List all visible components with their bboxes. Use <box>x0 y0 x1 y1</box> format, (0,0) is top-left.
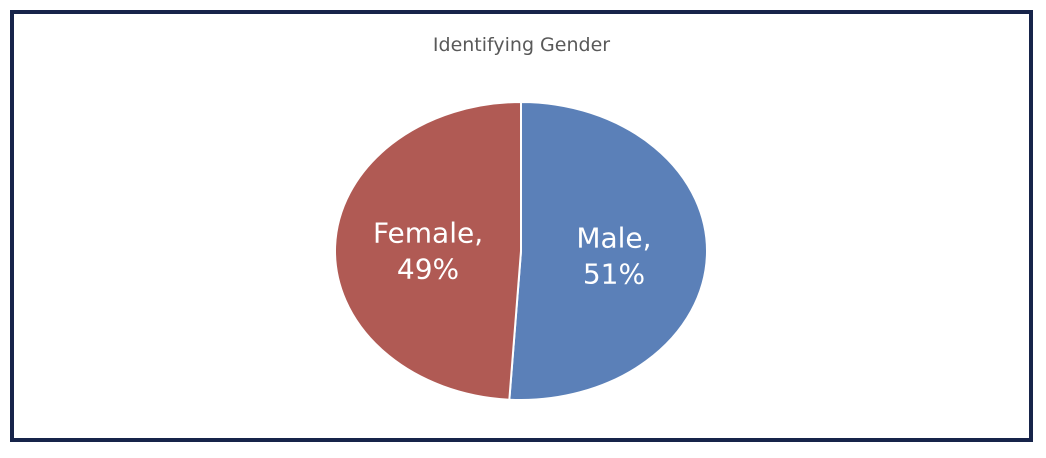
pie-chart: Male, 51% Female, 49% <box>334 100 708 401</box>
pie-slice-female <box>334 100 522 401</box>
pie-label-male: Male, 51% <box>576 221 651 290</box>
pie-label-female: Female, 49% <box>373 217 483 286</box>
chart-frame: Identifying Gender Male, 51% Female, 49% <box>10 10 1033 442</box>
pie-slice-male <box>508 100 708 401</box>
chart-title: Identifying Gender <box>432 34 611 56</box>
